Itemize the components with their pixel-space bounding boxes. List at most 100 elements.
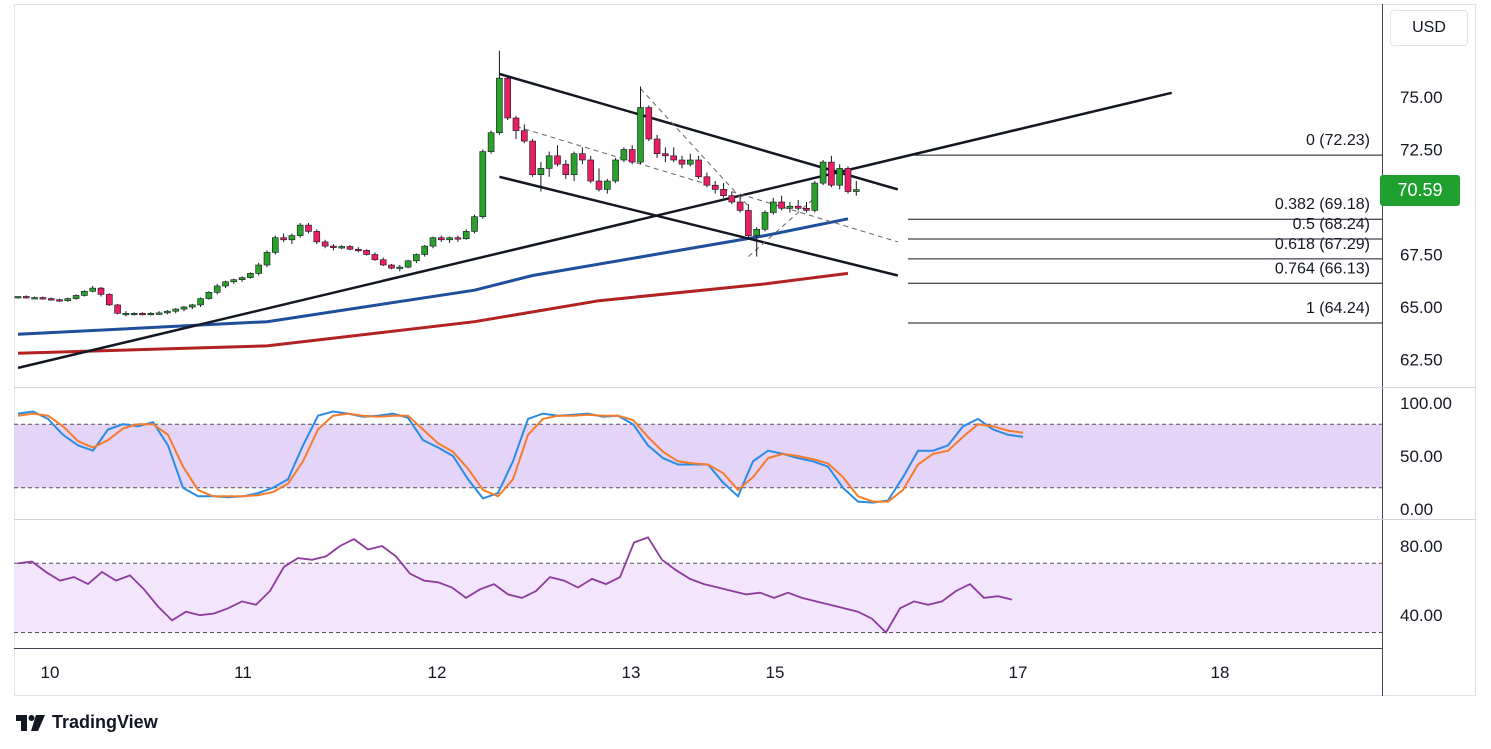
price-tick-label: 75.00 — [1400, 88, 1443, 107]
currency-selector[interactable]: USD — [1390, 10, 1468, 46]
candle-body — [89, 287, 96, 292]
stoch-tick-label: 100.00 — [1400, 394, 1452, 413]
stoch-tick-label: 50.00 — [1400, 447, 1443, 466]
time-tick-label: 15 — [766, 663, 785, 682]
candle-body — [662, 153, 669, 157]
stochastic-line — [17, 412, 1024, 503]
candle-body — [496, 77, 503, 133]
candle-body — [761, 212, 769, 230]
candle-body — [31, 297, 38, 300]
candle-body — [504, 77, 512, 119]
candle-body — [794, 205, 802, 209]
fib-level-label: 1 (64.24) — [1306, 300, 1370, 317]
candle-body — [429, 237, 437, 247]
candle-body — [537, 168, 545, 175]
stoch-tick-label: 0.00 — [1400, 500, 1433, 519]
candle-body — [346, 246, 354, 250]
candle-body — [321, 241, 329, 247]
candle-body — [388, 264, 395, 269]
candle-body — [728, 195, 736, 203]
candle-body — [487, 132, 495, 152]
candle-body — [280, 237, 287, 241]
candle-body — [421, 245, 429, 255]
dashed-trendline — [748, 197, 816, 257]
candle-body — [844, 168, 852, 192]
price-tick-label: 67.50 — [1400, 246, 1443, 265]
tradingview-logo-icon — [16, 714, 45, 731]
candle-body — [230, 279, 238, 283]
fib-level-label: 0.5 (68.24) — [1293, 216, 1370, 233]
price-tick-label: 72.50 — [1400, 141, 1443, 160]
brand-name: TradingView — [52, 712, 158, 732]
candle-body — [803, 208, 810, 211]
moving-average-line — [17, 271, 849, 355]
candle-body — [595, 180, 603, 190]
candle-body — [852, 189, 860, 192]
candle-body — [828, 161, 835, 186]
candle-body — [703, 176, 711, 186]
candle-body — [247, 273, 254, 278]
chart-svg[interactable]: 75.00 72.50 67.50 65.00 62.50 10 11 12 13 15 17 18 0… — [0, 0, 1491, 700]
candle-body — [47, 298, 55, 301]
candle-body — [271, 237, 279, 253]
candle-body — [711, 184, 719, 190]
candle-body — [197, 298, 204, 306]
candle-body — [512, 117, 520, 131]
candle-body — [645, 107, 653, 140]
time-tick-label: 11 — [234, 663, 252, 682]
candle-body — [396, 266, 404, 269]
candle-body — [446, 237, 453, 241]
candle-body — [155, 312, 163, 315]
candle-body — [371, 254, 379, 261]
candle-body — [56, 299, 63, 302]
price-tick-label: 62.50 — [1400, 351, 1443, 370]
candle-body — [819, 161, 827, 184]
time-tick-label: 13 — [622, 663, 641, 682]
candle-body — [296, 224, 304, 236]
chart-frame — [14, 4, 1476, 696]
candle-body — [288, 235, 296, 241]
candle-body — [454, 237, 462, 240]
candle-body — [678, 159, 686, 165]
candle-body — [769, 201, 777, 213]
candle-body — [811, 182, 819, 211]
candle-body — [164, 310, 171, 314]
candle-body — [255, 264, 262, 274]
candle-body — [139, 312, 146, 316]
rsi-band — [14, 563, 1382, 633]
candle-body — [620, 149, 628, 161]
candle-body — [313, 231, 321, 243]
candle-body — [437, 237, 445, 241]
candle-body — [545, 155, 553, 169]
moving-average-line — [17, 217, 849, 336]
candle-body — [147, 312, 155, 316]
time-tick-label: 10 — [41, 663, 60, 682]
candle-body — [686, 159, 694, 165]
stochastic-line — [17, 410, 1024, 504]
candle-body — [330, 245, 337, 248]
trendline — [499, 175, 899, 277]
candle-body — [670, 155, 678, 161]
candle-body — [637, 107, 644, 163]
candle-body — [745, 210, 752, 236]
candle-body — [213, 285, 221, 293]
candle-body — [172, 308, 179, 312]
candle-body — [106, 294, 113, 306]
current-price-badge: 70.59 — [1380, 175, 1460, 206]
candle-body — [753, 229, 761, 236]
candle-body — [22, 296, 30, 299]
candle-body — [39, 297, 47, 300]
candle-body — [479, 151, 487, 218]
candle-body — [836, 168, 844, 186]
candle-body — [570, 153, 578, 175]
candle-body — [603, 180, 611, 190]
candle-body — [263, 252, 271, 266]
brand-logo[interactable]: TradingView — [16, 712, 158, 733]
candle-body — [189, 304, 196, 308]
candle-body — [238, 277, 246, 281]
candle-body — [97, 287, 105, 295]
candle-body — [587, 159, 595, 182]
candle-body — [114, 304, 121, 314]
candle-body — [122, 312, 130, 316]
candle-body — [379, 259, 387, 266]
